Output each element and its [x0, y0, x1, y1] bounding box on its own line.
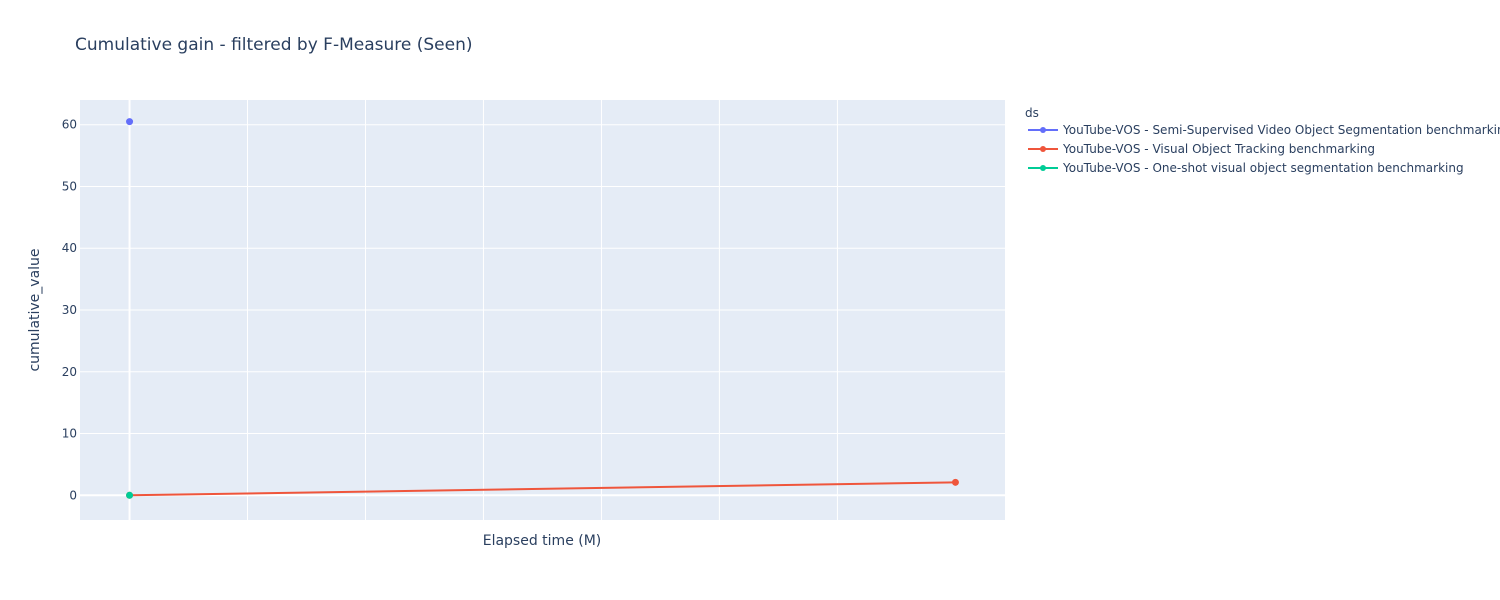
y-axis-title: cumulative_value — [27, 248, 43, 371]
y-tick-label: 40 — [62, 241, 77, 255]
legend-label: YouTube-VOS - Visual Object Tracking ben… — [1062, 142, 1375, 156]
legend-swatch-marker — [1040, 146, 1046, 152]
y-tick-label: 20 — [62, 365, 77, 379]
gridlines — [80, 100, 1005, 520]
data-point[interactable] — [951, 478, 959, 486]
y-tick-label: 60 — [62, 118, 77, 132]
legend[interactable]: YouTube-VOS - Semi-Supervised Video Obje… — [1028, 123, 1500, 175]
legend-swatch-marker — [1040, 165, 1046, 171]
legend-item-2[interactable]: YouTube-VOS - One-shot visual object seg… — [1028, 161, 1464, 175]
legend-label: YouTube-VOS - One-shot visual object seg… — [1062, 161, 1464, 175]
series-layer — [126, 118, 959, 499]
legend-label: YouTube-VOS - Semi-Supervised Video Obje… — [1062, 123, 1500, 137]
y-tick-label: 10 — [62, 427, 77, 441]
y-tick-label: 50 — [62, 179, 77, 193]
series-2 — [126, 491, 134, 499]
legend-item-0[interactable]: YouTube-VOS - Semi-Supervised Video Obje… — [1028, 123, 1500, 137]
data-point[interactable] — [126, 118, 134, 126]
series-0 — [126, 118, 134, 126]
data-point[interactable] — [126, 491, 134, 499]
y-tick-label: 0 — [69, 488, 77, 502]
legend-title: ds — [1025, 106, 1039, 120]
series-line — [129, 481, 956, 497]
x-axis-title: Elapsed time (M) — [483, 533, 602, 549]
legend-item-1[interactable]: YouTube-VOS - Visual Object Tracking ben… — [1028, 142, 1375, 156]
legend-swatch-marker — [1040, 127, 1046, 133]
y-tick-labels: 0 10 20 30 40 50 60 — [62, 118, 77, 503]
chart-title: Cumulative gain - filtered by F-Measure … — [75, 35, 472, 55]
y-tick-label: 30 — [62, 303, 77, 317]
